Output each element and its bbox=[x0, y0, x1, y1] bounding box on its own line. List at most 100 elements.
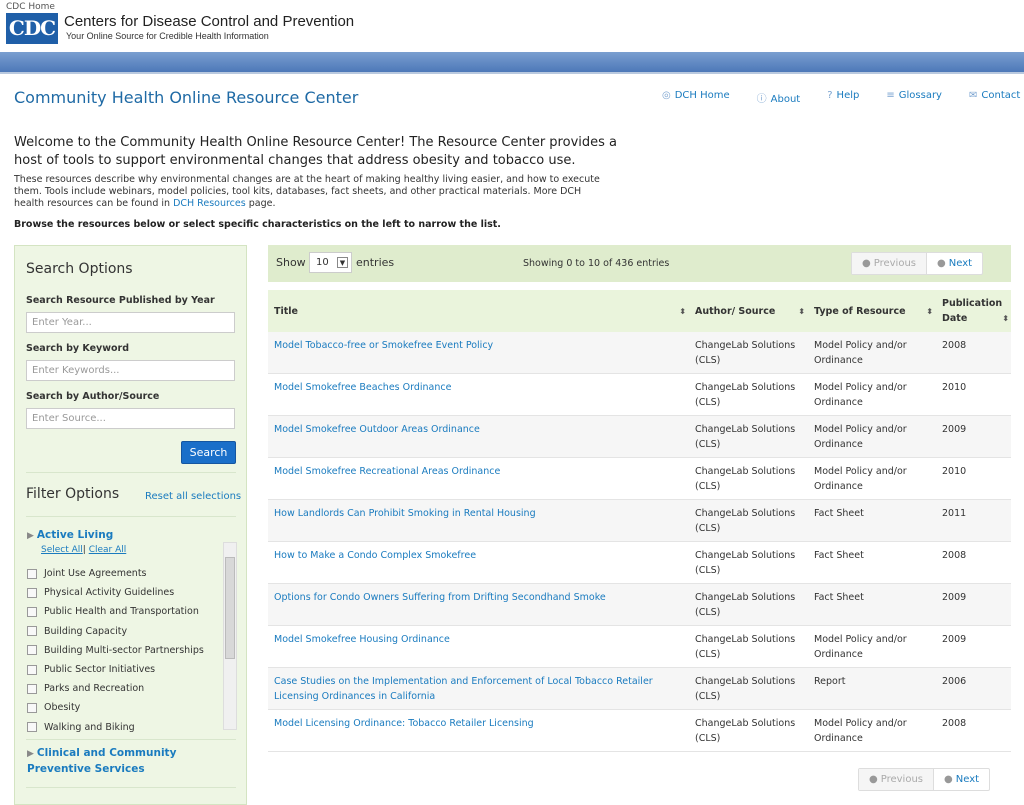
author-cell: ChangeLab Solutions (CLS) bbox=[695, 466, 796, 492]
author-cell: ChangeLab Solutions (CLS) bbox=[695, 424, 796, 450]
author-input[interactable]: Enter Source... bbox=[26, 408, 235, 429]
nav-about[interactable]: ⓘ About bbox=[757, 90, 801, 105]
resource-title-link[interactable]: How to Make a Condo Complex Smokefree bbox=[274, 550, 477, 561]
category-clinical-services[interactable]: ▶ Clinical and Community Preventive Servi… bbox=[27, 746, 237, 777]
date-cell: 2008 bbox=[942, 718, 967, 729]
filter-checkbox-item[interactable]: Joint Use Agreements bbox=[27, 564, 237, 583]
entries-label: entries bbox=[356, 256, 395, 269]
table-row: How to Make a Condo Complex Smokefree Ch… bbox=[268, 542, 1011, 584]
checkbox[interactable] bbox=[27, 702, 37, 713]
nav-contact[interactable]: ✉ Contact bbox=[969, 90, 1020, 105]
resource-title-link[interactable]: Model Smokefree Beaches Ordinance bbox=[274, 382, 452, 393]
filter-checkbox-item[interactable]: Building Capacity bbox=[27, 622, 237, 641]
entries-value: 10 bbox=[316, 257, 329, 268]
resource-title-link[interactable]: How Landlords Can Prohibit Smoking in Re… bbox=[274, 508, 536, 519]
filter-checkbox-item[interactable]: Walking and Biking bbox=[27, 718, 237, 737]
resource-title-link[interactable]: Model Tobacco-free or Smokefree Event Po… bbox=[274, 340, 494, 351]
checkbox[interactable] bbox=[27, 587, 37, 598]
resources-table: Title ⬍ Author/ Source ⬍ Type of Resource ⬍… bbox=[268, 290, 1011, 752]
resource-title-link[interactable]: Model Smokefree Housing Ordinance bbox=[274, 634, 450, 645]
checkbox[interactable] bbox=[27, 606, 37, 617]
resource-title-link[interactable]: Model Smokefree Outdoor Areas Ordinance bbox=[274, 424, 480, 435]
checkbox[interactable] bbox=[27, 683, 37, 694]
search-button[interactable]: Search bbox=[181, 441, 236, 464]
author-cell: ChangeLab Solutions (CLS) bbox=[695, 634, 796, 660]
filter-checkbox-item[interactable]: Obesity bbox=[27, 698, 237, 717]
category-active-living[interactable]: ▶ Active Living bbox=[27, 528, 237, 544]
reset-selections-link[interactable]: Reset all selections bbox=[145, 491, 242, 502]
checkbox[interactable] bbox=[27, 626, 37, 637]
author-label: Search by Author/Source bbox=[26, 391, 160, 402]
nav-help[interactable]: ? Help bbox=[827, 90, 859, 105]
clear-all-link[interactable]: Clear All bbox=[88, 545, 127, 555]
description-end: page. bbox=[245, 198, 276, 209]
nav-dch-home[interactable]: ◎ DCH Home bbox=[662, 90, 730, 105]
checklist-scrollbar[interactable] bbox=[223, 542, 237, 730]
cdc-logo[interactable]: CDC bbox=[6, 13, 58, 44]
entries-select[interactable]: 10 ▼ bbox=[309, 252, 352, 273]
resource-title-link[interactable]: Model Licensing Ordinance: Tobacco Retai… bbox=[274, 718, 534, 729]
checkbox[interactable] bbox=[27, 722, 37, 733]
checkbox-label: Walking and Biking bbox=[44, 721, 135, 733]
org-name: Centers for Disease Control and Preventi… bbox=[64, 13, 355, 30]
checkbox-label: Building Capacity bbox=[44, 625, 128, 637]
nav-label: About bbox=[770, 94, 801, 105]
divider bbox=[26, 739, 236, 740]
resource-title-link[interactable]: Model Smokefree Recreational Areas Ordin… bbox=[274, 466, 501, 477]
filter-checkbox-item[interactable]: Physical Activity Guidelines bbox=[27, 583, 237, 602]
filter-checklist: Joint Use Agreements Physical Activity Gu… bbox=[27, 564, 237, 737]
type-cell: Report bbox=[814, 676, 846, 687]
table-row: Case Studies on the Implementation and E… bbox=[268, 668, 1011, 710]
page-title: Community Health Online Resource Center bbox=[14, 88, 359, 107]
keyword-input[interactable]: Enter Keywords... bbox=[26, 360, 235, 381]
type-cell: Model Policy and/or Ordinance bbox=[814, 634, 907, 660]
previous-button[interactable]: ● Previous bbox=[859, 769, 934, 790]
cdc-home-link[interactable]: CDC Home bbox=[6, 2, 55, 12]
target-icon: ◎ bbox=[662, 90, 671, 101]
author-cell: ChangeLab Solutions (CLS) bbox=[695, 550, 796, 576]
checkbox-label: Public Health and Transportation bbox=[44, 606, 199, 618]
dch-resources-link[interactable]: DCH Resources bbox=[173, 198, 246, 209]
next-button[interactable]: ● Next bbox=[927, 253, 982, 274]
circle-icon: ● bbox=[944, 774, 953, 785]
column-title[interactable]: Title ⬍ bbox=[268, 304, 688, 319]
type-cell: Model Policy and/or Ordinance bbox=[814, 340, 907, 366]
year-input[interactable]: Enter Year... bbox=[26, 312, 235, 333]
filter-checkbox-item[interactable]: Public Sector Initiatives bbox=[27, 660, 237, 679]
author-cell: ChangeLab Solutions (CLS) bbox=[695, 508, 796, 534]
checkbox-label: Physical Activity Guidelines bbox=[44, 587, 175, 599]
filter-checkbox-item[interactable]: Parks and Recreation bbox=[27, 679, 237, 698]
column-type[interactable]: Type of Resource ⬍ bbox=[807, 304, 935, 319]
sort-icon: ⬍ bbox=[1002, 314, 1009, 323]
column-date[interactable]: Publication Date ⬍ bbox=[935, 296, 1011, 326]
table-row: Options for Condo Owners Suffering from … bbox=[268, 584, 1011, 626]
divider bbox=[26, 516, 236, 517]
header-band bbox=[0, 52, 1024, 74]
filter-checkbox-item[interactable]: Public Health and Transportation bbox=[27, 602, 237, 621]
info-icon: ⓘ bbox=[756, 94, 767, 105]
date-cell: 2008 bbox=[942, 550, 967, 561]
checkbox[interactable] bbox=[27, 568, 37, 579]
previous-button[interactable]: ● Previous bbox=[852, 253, 927, 274]
checkbox[interactable] bbox=[27, 664, 37, 675]
keyword-label: Search by Keyword bbox=[26, 343, 130, 354]
resource-title-link[interactable]: Case Studies on the Implementation and E… bbox=[274, 676, 653, 702]
column-author[interactable]: Author/ Source ⬍ bbox=[688, 304, 807, 319]
entries-info: Showing 0 to 10 of 436 entries bbox=[523, 258, 670, 269]
circle-icon: ● bbox=[937, 258, 946, 269]
next-label: Next bbox=[948, 258, 973, 269]
resource-title-link[interactable]: Options for Condo Owners Suffering from … bbox=[274, 592, 606, 603]
nav-label: Glossary bbox=[898, 90, 942, 101]
circle-icon: ● bbox=[869, 774, 878, 785]
nav-glossary[interactable]: ≡ Glossary bbox=[886, 90, 942, 105]
checkbox[interactable] bbox=[27, 645, 37, 656]
scrollbar-thumb[interactable] bbox=[225, 557, 235, 659]
header-label: Title bbox=[274, 305, 298, 317]
sort-icon: ⬍ bbox=[926, 306, 933, 316]
browse-instructions: Browse the resources below or select spe… bbox=[14, 219, 501, 230]
type-cell: Fact Sheet bbox=[814, 550, 864, 561]
filter-checkbox-item[interactable]: Building Multi-sector Partnerships bbox=[27, 641, 237, 660]
select-all-link[interactable]: Select All bbox=[41, 545, 83, 555]
next-button[interactable]: ● Next bbox=[934, 769, 989, 790]
category-label: Active Living bbox=[36, 529, 114, 541]
